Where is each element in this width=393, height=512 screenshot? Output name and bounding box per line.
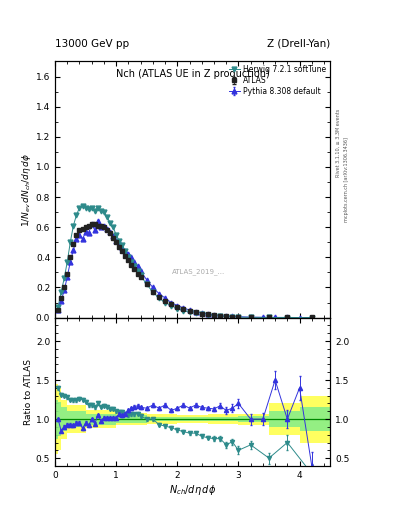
Herwig 7.2.1 softTune — [181, 308, 186, 314]
Herwig 7.2.1 softTune — [248, 314, 253, 321]
Text: Z (Drell-Yan): Z (Drell-Yan) — [267, 38, 330, 49]
Herwig 7.2.1 softTune — [138, 272, 143, 279]
Herwig 7.2.1 softTune — [108, 220, 112, 226]
Herwig 7.2.1 softTune — [187, 309, 192, 315]
Herwig 7.2.1 softTune — [117, 238, 121, 244]
Herwig 7.2.1 softTune — [68, 239, 73, 245]
Herwig 7.2.1 softTune — [309, 314, 314, 321]
Herwig 7.2.1 softTune — [123, 248, 128, 254]
Herwig 7.2.1 softTune — [77, 204, 82, 210]
Text: Nch (ATLAS UE in Z production): Nch (ATLAS UE in Z production) — [116, 69, 270, 79]
Herwig 7.2.1 softTune — [114, 231, 119, 238]
Herwig 7.2.1 softTune — [59, 289, 64, 295]
Herwig 7.2.1 softTune — [86, 206, 91, 212]
Herwig 7.2.1 softTune — [129, 259, 134, 265]
Herwig 7.2.1 softTune — [169, 303, 174, 309]
Herwig 7.2.1 softTune — [71, 223, 76, 229]
Herwig 7.2.1 softTune — [211, 313, 216, 319]
Herwig 7.2.1 softTune — [132, 263, 137, 269]
Herwig 7.2.1 softTune — [199, 311, 204, 317]
Herwig 7.2.1 softTune — [126, 254, 131, 261]
Herwig 7.2.1 softTune — [218, 313, 222, 319]
Herwig 7.2.1 softTune — [236, 314, 241, 320]
Herwig 7.2.1 softTune — [92, 207, 97, 214]
Legend: Herwig 7.2.1 softTune, ATLAS, Pythia 8.308 default: Herwig 7.2.1 softTune, ATLAS, Pythia 8.3… — [227, 63, 328, 98]
Herwig 7.2.1 softTune — [224, 314, 229, 320]
Herwig 7.2.1 softTune — [135, 268, 140, 274]
Herwig 7.2.1 softTune — [193, 310, 198, 316]
Herwig 7.2.1 softTune — [156, 295, 161, 301]
Herwig 7.2.1 softTune — [95, 204, 100, 210]
Herwig 7.2.1 softTune — [175, 306, 180, 312]
Text: 13000 GeV pp: 13000 GeV pp — [55, 38, 129, 49]
Herwig 7.2.1 softTune — [230, 314, 235, 320]
X-axis label: $N_{ch}/d\eta\,d\phi$: $N_{ch}/d\eta\,d\phi$ — [169, 482, 216, 497]
Herwig 7.2.1 softTune — [65, 259, 70, 265]
Herwig 7.2.1 softTune — [151, 289, 155, 295]
Herwig 7.2.1 softTune — [285, 314, 290, 321]
Text: ATLAS_2019_...: ATLAS_2019_... — [171, 268, 225, 275]
Herwig 7.2.1 softTune — [101, 209, 106, 215]
Herwig 7.2.1 softTune — [74, 212, 79, 218]
Herwig 7.2.1 softTune — [99, 207, 103, 214]
Herwig 7.2.1 softTune — [62, 275, 66, 282]
Line: Herwig 7.2.1 softTune: Herwig 7.2.1 softTune — [56, 204, 314, 320]
Herwig 7.2.1 softTune — [266, 314, 271, 321]
Text: Rivet 3.1.10, ≥ 3.3M events: Rivet 3.1.10, ≥ 3.3M events — [336, 109, 341, 178]
Text: mcplots.cern.ch [arXiv:1306.3436]: mcplots.cern.ch [arXiv:1306.3436] — [344, 137, 349, 222]
Herwig 7.2.1 softTune — [206, 312, 210, 318]
Herwig 7.2.1 softTune — [89, 204, 94, 210]
Y-axis label: $1/N_{ev}\,dN_{ch}/d\eta\,d\phi$: $1/N_{ev}\,dN_{ch}/d\eta\,d\phi$ — [20, 153, 33, 227]
Herwig 7.2.1 softTune — [83, 204, 88, 210]
Y-axis label: Ratio to ATLAS: Ratio to ATLAS — [24, 359, 33, 425]
Herwig 7.2.1 softTune — [163, 300, 167, 306]
Herwig 7.2.1 softTune — [120, 242, 125, 248]
Herwig 7.2.1 softTune — [56, 304, 61, 310]
Herwig 7.2.1 softTune — [105, 214, 109, 220]
Herwig 7.2.1 softTune — [111, 224, 116, 230]
Herwig 7.2.1 softTune — [80, 203, 85, 209]
Herwig 7.2.1 softTune — [144, 282, 149, 288]
